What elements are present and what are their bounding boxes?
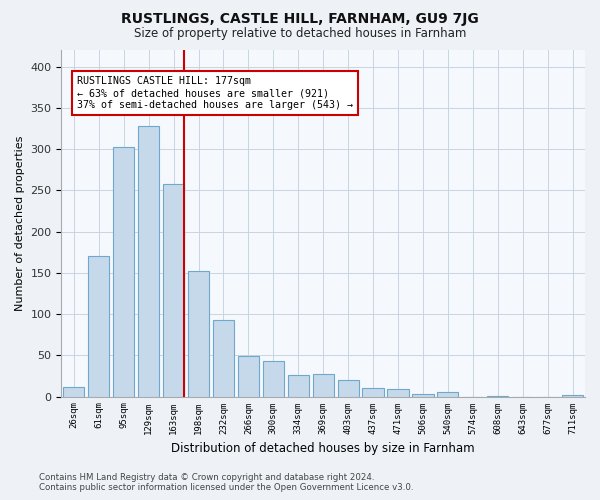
X-axis label: Distribution of detached houses by size in Farnham: Distribution of detached houses by size …: [172, 442, 475, 455]
Bar: [287, 375, 309, 396]
Bar: [412, 394, 434, 396]
Bar: [188, 271, 209, 396]
Text: RUSTLINGS CASTLE HILL: 177sqm
← 63% of detached houses are smaller (921)
37% of : RUSTLINGS CASTLE HILL: 177sqm ← 63% of d…: [77, 76, 353, 110]
Bar: [163, 184, 184, 396]
Bar: [138, 126, 159, 396]
Bar: [362, 388, 383, 396]
Bar: [238, 356, 259, 397]
Y-axis label: Number of detached properties: Number of detached properties: [15, 136, 25, 311]
Bar: [313, 374, 334, 396]
Text: Contains HM Land Registry data © Crown copyright and database right 2024.
Contai: Contains HM Land Registry data © Crown c…: [39, 473, 413, 492]
Bar: [63, 388, 85, 396]
Bar: [437, 392, 458, 396]
Bar: [88, 256, 109, 396]
Text: Size of property relative to detached houses in Farnham: Size of property relative to detached ho…: [134, 28, 466, 40]
Bar: [113, 148, 134, 396]
Bar: [213, 320, 234, 396]
Bar: [263, 361, 284, 396]
Bar: [338, 380, 359, 396]
Bar: [388, 389, 409, 396]
Text: RUSTLINGS, CASTLE HILL, FARNHAM, GU9 7JG: RUSTLINGS, CASTLE HILL, FARNHAM, GU9 7JG: [121, 12, 479, 26]
Bar: [562, 395, 583, 396]
